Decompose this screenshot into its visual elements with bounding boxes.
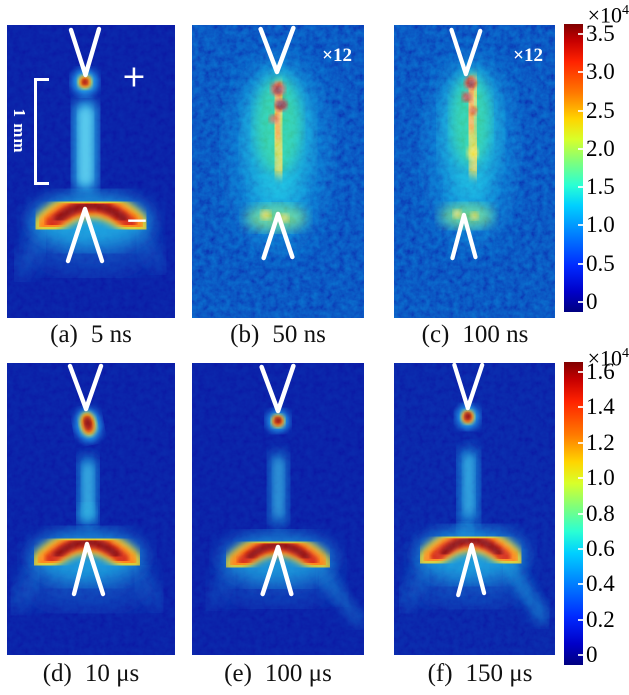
- panel-a-top-electrode-line: [68, 26, 102, 78]
- tick-label: 1.5: [578, 175, 629, 198]
- colorbar-top-tick-labels: 3.5 3.0 2.5 2.0 1.5 1.0 0.5 0: [578, 22, 629, 313]
- caption-index-b: (b): [230, 321, 260, 348]
- caption-time-e: 100 μs: [264, 660, 332, 687]
- panel-c-heatmap: ×12: [394, 25, 555, 318]
- tick-mark: [578, 109, 584, 112]
- tick-mark: [578, 262, 584, 265]
- tick-mark: [578, 477, 584, 480]
- tick-mark: [578, 147, 584, 150]
- caption-time-a: 5 ns: [90, 321, 132, 348]
- tick-label: 2.5: [578, 99, 629, 122]
- panel-b-top-electrode-line: [258, 25, 296, 75]
- cathode-polarity-label: −: [125, 203, 149, 237]
- tick-mark: [578, 406, 584, 409]
- tick-label: 2.0: [578, 137, 629, 160]
- tick-mark: [578, 371, 584, 373]
- panel-f-heatmap: [394, 363, 555, 655]
- scale-bracket-bottom-tick: [34, 182, 49, 185]
- panel-e-heatmap: [192, 363, 364, 655]
- tick-label: 0: [578, 643, 629, 666]
- tick-label: 0.8: [578, 502, 629, 525]
- caption-panel-e: (e) 100 μs: [185, 658, 371, 690]
- scale-bar-label: 1 mm: [10, 108, 29, 154]
- panel-b-bottom-electrode-line: [261, 211, 295, 261]
- colorbar-bottom-exponent-sup: 4: [622, 346, 629, 361]
- tick-label: 1.6: [578, 360, 629, 383]
- panel-c-noise-overlay: [394, 25, 555, 318]
- gain-label-b: ×12: [322, 45, 352, 66]
- panel-a-bottom-electrode-line: [65, 206, 105, 264]
- tick-label: 1.2: [578, 431, 629, 454]
- caption-panel-b: (b) 50 ns: [185, 319, 371, 351]
- caption-panel-d: (d) 10 μs: [0, 658, 182, 690]
- panel-f-top-electrode-line: [452, 363, 485, 411]
- panel-d-top-electrode-line: [67, 363, 104, 412]
- panel-f-noise-overlay: [394, 363, 555, 655]
- tick-mark: [578, 224, 584, 227]
- scale-bracket-top-tick: [34, 78, 49, 81]
- tick-mark: [578, 583, 584, 586]
- panel-a-noise-overlay: [7, 25, 175, 318]
- tick-label: 0.5: [578, 252, 629, 275]
- tick-mark: [578, 300, 584, 303]
- caption-index-e: (e): [224, 660, 252, 687]
- caption-index-d: (d): [42, 660, 72, 687]
- panel-a-heatmap: + − 1 mm: [7, 25, 175, 318]
- anode-polarity-label: +: [121, 59, 147, 95]
- colorbar-top-exponent-label: ×104: [560, 0, 629, 26]
- caption-time-d: 10 μs: [84, 660, 140, 687]
- panel-c-top-electrode-line: [449, 27, 483, 77]
- colorbar-top-exponent-base: ×10: [587, 2, 622, 28]
- tick-label: 1.4: [578, 395, 629, 418]
- panel-e-bottom-electrode-line: [260, 544, 294, 597]
- caption-panel-c: (c) 100 ns: [385, 319, 565, 351]
- caption-panel-f: (f) 150 μs: [390, 658, 570, 690]
- caption-time-f: 150 μs: [465, 660, 533, 687]
- tick-mark: [578, 33, 584, 35]
- panel-d-noise-overlay: [7, 363, 175, 655]
- gain-label-c: ×12: [513, 45, 543, 66]
- tick-label: 1.0: [578, 466, 629, 489]
- panel-b-heatmap: ×12: [192, 25, 364, 318]
- tick-label: 3.0: [578, 60, 629, 83]
- panel-f-bottom-electrode-line: [456, 542, 487, 598]
- colorbar-bottom-gradient: [564, 362, 583, 665]
- caption-index-a: (a): [50, 321, 78, 348]
- tick-label: 3.5: [578, 22, 629, 45]
- colorbar-top-exponent-sup: 4: [622, 3, 629, 18]
- tick-mark: [578, 547, 584, 550]
- panel-c-bottom-electrode-line: [450, 212, 478, 261]
- panel-e-top-electrode-line: [259, 363, 296, 414]
- tick-label: 0.6: [578, 537, 629, 560]
- colorbar-top-gradient: [564, 24, 583, 312]
- panel-d-bottom-electrode-line: [71, 541, 106, 597]
- scale-bracket-line: [34, 78, 37, 185]
- tick-mark: [578, 186, 584, 189]
- caption-panel-a: (a) 5 ns: [0, 319, 182, 351]
- tick-label: 0.2: [578, 608, 629, 631]
- tick-mark: [578, 654, 584, 656]
- tick-mark: [578, 71, 584, 74]
- tick-mark: [578, 441, 584, 444]
- colorbar-bottom-exponent-label: ×104: [560, 343, 629, 369]
- tick-label: 0: [578, 290, 629, 313]
- caption-index-f: (f): [427, 660, 453, 687]
- tick-mark: [578, 618, 584, 621]
- panel-d-heatmap: [7, 363, 175, 655]
- tick-label: 1.0: [578, 213, 629, 236]
- caption-time-c: 100 ns: [462, 321, 529, 348]
- colorbar-bottom-exponent-base: ×10: [587, 345, 622, 371]
- caption-index-c: (c): [421, 321, 450, 348]
- caption-time-b: 50 ns: [272, 321, 326, 348]
- tick-label: 0.4: [578, 572, 629, 595]
- tick-mark: [578, 512, 584, 515]
- colorbar-bottom-tick-labels: 1.6 1.4 1.2 1.0 0.8 0.6 0.4 0.2 0: [578, 360, 629, 666]
